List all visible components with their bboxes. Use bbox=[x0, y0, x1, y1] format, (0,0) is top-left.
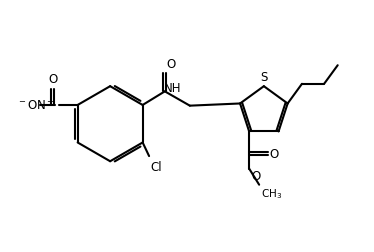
Text: O: O bbox=[251, 170, 260, 183]
Text: CH$_3$: CH$_3$ bbox=[261, 187, 282, 201]
Text: O: O bbox=[48, 73, 57, 86]
Text: $^-$O: $^-$O bbox=[18, 99, 39, 112]
Text: O: O bbox=[270, 147, 279, 161]
Text: S: S bbox=[260, 70, 267, 83]
Text: N$^+$: N$^+$ bbox=[36, 98, 55, 113]
Text: NH: NH bbox=[164, 82, 182, 94]
Text: Cl: Cl bbox=[151, 160, 162, 173]
Text: O: O bbox=[166, 58, 176, 71]
